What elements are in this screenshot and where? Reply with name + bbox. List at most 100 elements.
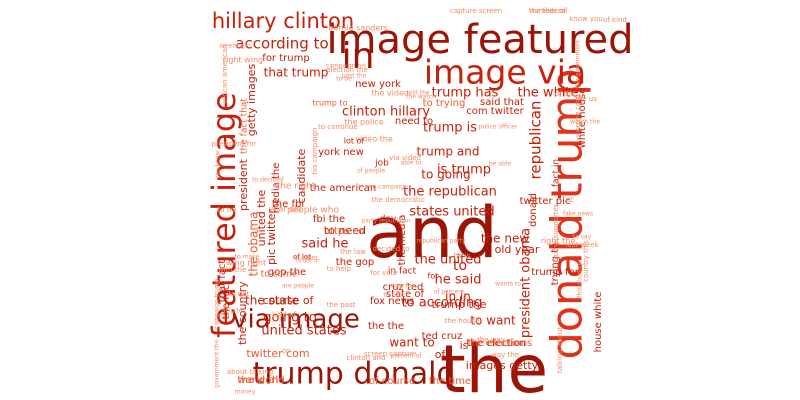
cloud-word: the election — [466, 338, 525, 349]
cloud-word: to try — [217, 206, 236, 214]
cloud-word: of the — [555, 90, 575, 98]
cloud-word: campaign trump — [214, 279, 221, 329]
cloud-word: the way — [477, 336, 505, 344]
cloud-word: this country — [577, 262, 584, 298]
cloud-word: to vote — [383, 292, 405, 299]
cloud-word: in fact — [388, 267, 417, 277]
cloud-word: watch the — [570, 119, 600, 126]
cloud-word: year old — [269, 205, 302, 214]
cloud-word: wing right — [226, 259, 266, 268]
cloud-word: the fbi — [272, 199, 304, 210]
cloud-word: need to — [395, 116, 433, 127]
cloud-word: the elections — [468, 338, 533, 349]
cloud-word: trump donald — [252, 357, 455, 392]
cloud-word: campaign his — [326, 63, 366, 70]
cloud-word: to decided — [252, 177, 284, 184]
cloud-word: fbi the — [313, 214, 345, 225]
cloud-word: the watch — [406, 94, 436, 101]
cloud-word: police officer — [479, 124, 518, 131]
cloud-word: is trump — [437, 163, 491, 178]
cloud-word: the gop — [336, 257, 374, 268]
cloud-word: to need — [324, 224, 366, 237]
cloud-word: wants to — [495, 281, 521, 288]
cloud-word: the video — [371, 89, 409, 98]
cloud-word: to be — [336, 76, 352, 83]
cloud-word: right wing — [223, 56, 263, 65]
cloud-word: world the — [237, 375, 284, 386]
cloud-word: to trying — [423, 98, 466, 109]
cloud-word: and — [366, 192, 498, 274]
cloud-word: pic twitter — [265, 209, 278, 265]
cloud-word: capture screen — [450, 7, 502, 15]
cloud-word: lot of — [344, 137, 365, 146]
cloud-word: the law — [340, 248, 366, 256]
cloud-word: decided to — [373, 245, 410, 253]
cloud-word: election the — [326, 66, 368, 74]
cloud-word: course of — [263, 294, 315, 307]
cloud-word: com twitter — [466, 106, 524, 117]
cloud-word: to come — [261, 270, 298, 280]
cloud-word: the media — [397, 215, 408, 266]
cloud-word: of — [435, 348, 447, 361]
cloud-word: party republican — [361, 218, 411, 225]
cloud-word: said he — [302, 237, 349, 252]
cloud-word: with the — [218, 266, 247, 274]
cloud-word: job — [374, 159, 389, 169]
cloud-word: gop the — [268, 267, 306, 278]
cloud-word: country this — [582, 240, 590, 282]
cloud-word: kind of — [272, 311, 296, 319]
cloud-word: trump is — [423, 121, 477, 136]
cloud-word: clinton hillary — [342, 105, 430, 120]
cloud-word: america in — [219, 43, 251, 50]
cloud-word: fake news — [563, 211, 593, 218]
cloud-word: government the — [214, 340, 221, 389]
cloud-word: for vote — [370, 269, 397, 277]
cloud-word: trump campaign — [358, 184, 408, 191]
cloud-word: the time — [429, 376, 471, 387]
cloud-word: according to — [235, 35, 328, 53]
cloud-word: the police — [344, 118, 383, 127]
cloud-word: https co — [324, 226, 365, 237]
cloud-word: states united — [409, 205, 494, 220]
cloud-word: percent of — [391, 353, 423, 360]
cloud-word: featured image — [205, 92, 243, 338]
cloud-word: be able — [489, 161, 512, 168]
cloud-word: want to — [389, 336, 434, 350]
cloud-word: getty images — [245, 64, 258, 137]
cloud-word: york new — [318, 147, 364, 158]
cloud-word: of lot — [293, 253, 311, 261]
cloud-word: trying to — [550, 243, 561, 286]
cloud-word: african american — [221, 44, 229, 103]
cloud-word: the government — [575, 39, 582, 88]
cloud-word: of course — [369, 376, 415, 387]
cloud-word: the democratic — [371, 196, 424, 204]
cloud-word: in in — [445, 290, 471, 304]
cloud-word: of kind — [603, 16, 627, 24]
cloud-word: president for — [212, 140, 257, 148]
cloud-word: image featured — [326, 17, 633, 63]
cloud-word: united the — [255, 189, 268, 246]
cloud-word: the right — [277, 182, 316, 192]
cloud-word: the country — [236, 281, 249, 345]
cloud-word: to — [453, 258, 467, 274]
cloud-word: president obama — [519, 228, 534, 338]
cloud-word: that fact — [217, 260, 228, 303]
cloud-word: said that — [480, 97, 524, 108]
cloud-word: republican party — [416, 238, 466, 245]
cloud-word: bernie sanders — [328, 24, 388, 33]
cloud-word: people who — [287, 206, 339, 216]
cloud-word: going to — [263, 311, 317, 326]
cloud-word: the state — [245, 294, 299, 308]
cloud-word: money — [235, 389, 256, 396]
cloud-word: that trump — [264, 66, 329, 80]
cloud-word: at — [566, 196, 573, 204]
cloud-word: the the — [368, 321, 404, 332]
cloud-word: the fact that — [240, 98, 250, 154]
cloud-word: to going — [421, 168, 470, 182]
cloud-word: way the — [491, 351, 519, 359]
cloud-word: to continue — [318, 123, 358, 131]
cloud-word: screen capture — [364, 350, 416, 358]
cloud-word: trump has — [432, 86, 499, 101]
cloud-word: to make — [235, 254, 260, 261]
